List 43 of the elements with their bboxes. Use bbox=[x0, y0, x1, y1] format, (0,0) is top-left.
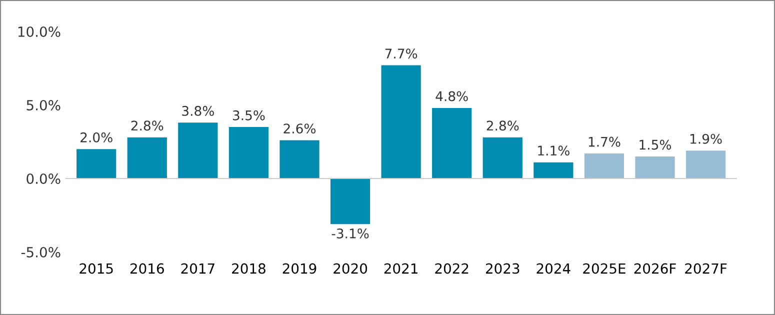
x-tick-label: 2015 bbox=[80, 263, 113, 274]
bar bbox=[432, 108, 472, 178]
bar bbox=[686, 150, 726, 178]
x-tick-label: 2023 bbox=[486, 263, 520, 274]
data-label: 3.8% bbox=[182, 106, 214, 116]
bar bbox=[635, 156, 675, 178]
y-tick-label: 5.0% bbox=[26, 100, 60, 110]
data-label: 2.8% bbox=[486, 120, 519, 131]
bar bbox=[482, 137, 522, 178]
data-label: 1.9% bbox=[690, 134, 722, 144]
x-tick-label: 2024 bbox=[536, 263, 570, 274]
bar bbox=[127, 137, 167, 178]
x-tick-label: 2027F bbox=[685, 263, 727, 274]
x-tick-label: 2026F bbox=[634, 263, 676, 274]
x-tick-label: 2016 bbox=[130, 263, 164, 274]
bar bbox=[381, 65, 421, 178]
x-tick-label: 2018 bbox=[232, 263, 266, 274]
x-tick-label: 2021 bbox=[384, 263, 418, 274]
bar bbox=[228, 127, 269, 178]
data-label: 1.7% bbox=[588, 136, 620, 147]
y-tick-label: -5.0% bbox=[21, 246, 60, 258]
bar bbox=[534, 162, 574, 178]
y-tick-label: 10.0% bbox=[18, 26, 60, 37]
x-tick-label: 2022 bbox=[435, 263, 468, 274]
bar bbox=[330, 178, 370, 224]
x-tick-label: 2025E bbox=[583, 263, 626, 274]
data-label: 4.8% bbox=[436, 91, 468, 102]
data-label: 1.1% bbox=[538, 146, 570, 156]
data-label: 2.6% bbox=[284, 124, 316, 134]
data-label: 3.5% bbox=[232, 110, 265, 120]
bar bbox=[178, 122, 218, 178]
data-label: 2.0% bbox=[80, 132, 112, 142]
data-label: 7.7% bbox=[385, 48, 418, 59]
bar bbox=[76, 149, 116, 178]
bar bbox=[584, 154, 624, 178]
x-tick-label: 2020 bbox=[334, 263, 368, 274]
bar bbox=[280, 140, 320, 178]
x-tick-label: 2017 bbox=[181, 263, 214, 274]
data-label: 2.8% bbox=[131, 120, 164, 131]
x-tick-label: 2019 bbox=[282, 263, 316, 274]
data-label: -3.1% bbox=[332, 228, 369, 238]
y-tick-label: 0.0% bbox=[26, 173, 60, 184]
data-label: 1.5% bbox=[640, 140, 672, 150]
